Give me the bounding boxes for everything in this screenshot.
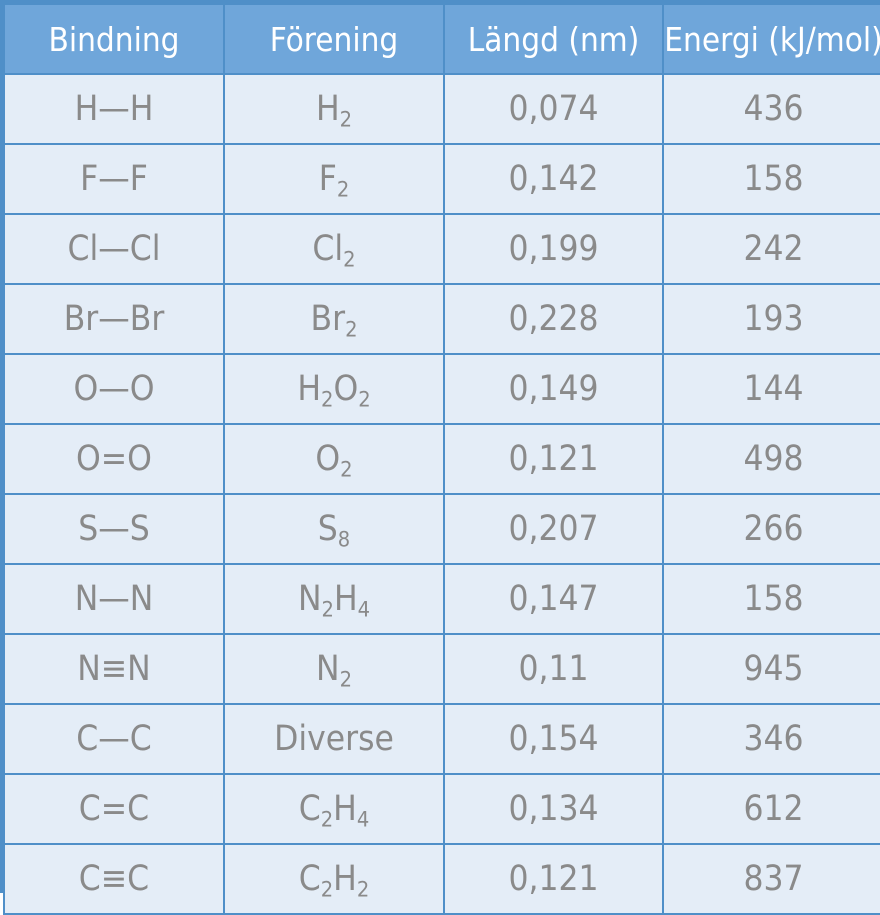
cell-bond: O=O [3,423,225,495]
cell-energy: 945 [662,633,880,705]
header-length: Längd (nm) [443,3,664,75]
table-row: C≡C C2H2 0,121 837 [3,843,880,915]
cell-compound: Cl2 [223,213,445,285]
compound-subscript: 2 [339,667,352,693]
cell-length: 0,121 [443,843,664,915]
cell-compound: N2H4 [223,563,445,635]
table-row: N≡N N2 0,11 945 [3,633,880,705]
cell-length: 0,149 [443,353,664,425]
cell-bond: O—O [3,353,225,425]
cell-length: 0,142 [443,143,664,215]
header-energy: Energi (kJ/mol) [662,3,880,75]
cell-length: 0,207 [443,493,664,565]
compound-subscript: 2 [320,807,334,833]
cell-bond: F—F [3,143,225,215]
compound-subscript: 4 [357,597,371,623]
data-table: Bindning Förening Längd (nm) Energi (kJ/… [3,3,880,915]
compound-subscript: 2 [356,877,370,903]
compound-text: Cl [312,229,344,269]
compound-subscript: 4 [356,807,370,833]
compound-text: C [298,859,321,899]
header-bond: Bindning [3,3,225,75]
compound-subscript: 2 [320,877,334,903]
compound-text: O [315,439,341,479]
table-row: C—C Diverse 0,154 346 [3,703,880,775]
cell-length: 0,11 [443,633,664,705]
cell-compound: C2H4 [223,773,445,845]
table-row: Cl—Cl Cl2 0,199 242 [3,213,880,285]
cell-energy: 346 [662,703,880,775]
table-row: O—O H2O2 0,149 144 [3,353,880,425]
compound-text: H [333,579,358,619]
compound-text: F [318,159,337,199]
table-row: C=C C2H4 0,134 612 [3,773,880,845]
table-row: Br—Br Br2 0,228 193 [3,283,880,355]
cell-bond: Cl—Cl [3,213,225,285]
table-row: O=O O2 0,121 498 [3,423,880,495]
cell-energy: 193 [662,283,880,355]
cell-compound: H2 [223,73,445,145]
cell-bond: N≡N [3,633,225,705]
compound-subscript: 2 [336,177,350,203]
cell-energy: 144 [662,353,880,425]
cell-compound: O2 [223,423,445,495]
cell-energy: 612 [662,773,880,845]
cell-compound: Br2 [223,283,445,355]
compound-text: H [333,789,357,829]
cell-energy: 498 [662,423,880,495]
cell-bond: C=C [3,773,225,845]
cell-bond: C—C [3,703,225,775]
compound-subscript: 2 [343,247,356,273]
cell-compound: H2O2 [223,353,445,425]
header-compound: Förening [223,3,445,75]
cell-length: 0,121 [443,423,664,495]
cell-length: 0,228 [443,283,664,355]
compound-subscript: 2 [321,597,334,623]
cell-bond: N—N [3,563,225,635]
table-row: N—N N2H4 0,147 158 [3,563,880,635]
cell-length: 0,134 [443,773,664,845]
cell-compound: F2 [223,143,445,215]
compound-text: S [317,509,338,549]
compound-text: Br [310,299,346,339]
table-row: S—S S8 0,207 266 [3,493,880,565]
cell-compound: N2 [223,633,445,705]
cell-length: 0,147 [443,563,664,635]
cell-energy: 158 [662,563,880,635]
table-row: F—F F2 0,142 158 [3,143,880,215]
cell-bond: H—H [3,73,225,145]
cell-energy: 436 [662,73,880,145]
cell-bond: Br—Br [3,283,225,355]
table-body: H—H H2 0,074 436 F—F F2 0,142 158 Cl—Cl Cl2 0,199 2… [3,73,880,915]
cell-compound: C2H2 [223,843,445,915]
table-row: H—H H2 0,074 436 [3,73,880,145]
cell-bond: S—S [3,493,225,565]
compound-text: O [333,369,359,409]
cell-energy: 837 [662,843,880,915]
compound-subscript: 2 [358,387,371,413]
compound-subscript: 2 [340,457,353,483]
cell-energy: 242 [662,213,880,285]
compound-subscript: 2 [345,317,358,343]
header-row: Bindning Förening Längd (nm) Energi (kJ/… [3,3,880,75]
cell-energy: 158 [662,143,880,215]
cell-length: 0,074 [443,73,664,145]
cell-length: 0,154 [443,703,664,775]
compound-text: N [297,579,322,619]
compound-subscript: 8 [337,527,351,553]
cell-compound: S8 [223,493,445,565]
compound-text: Diverse [274,719,394,759]
compound-text: C [298,789,321,829]
cell-compound: Diverse [223,703,445,775]
compound-text: H [333,859,357,899]
compound-text: H [315,89,340,129]
compound-subscript: 2 [339,107,353,133]
cell-bond: C≡C [3,843,225,915]
compound-text: H [297,369,322,409]
cell-length: 0,199 [443,213,664,285]
cell-energy: 266 [662,493,880,565]
compound-text: N [316,649,340,689]
compound-subscript: 2 [321,387,334,413]
